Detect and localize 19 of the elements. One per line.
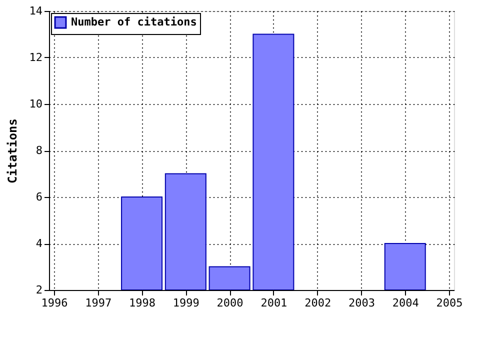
x-tick-label: 2000 bbox=[216, 296, 244, 310]
y-tick-label: 8 bbox=[36, 144, 42, 157]
y-tick-label: 14 bbox=[29, 4, 43, 18]
y-tick-label: 12 bbox=[29, 51, 42, 64]
x-tick-label: 1999 bbox=[172, 296, 200, 310]
y-tick-label: 4 bbox=[36, 237, 43, 250]
x-tick-label: 1996 bbox=[41, 296, 68, 310]
y-tick-label: 6 bbox=[36, 190, 42, 204]
x-tick-label: 2001 bbox=[260, 296, 288, 310]
x-tick-label: 2004 bbox=[392, 296, 420, 310]
x-tick-label: 1997 bbox=[85, 296, 112, 310]
y-axis-title: Citations bbox=[5, 118, 20, 184]
y-tick-label: 2 bbox=[36, 284, 42, 296]
x-tick-label: 2003 bbox=[348, 296, 375, 310]
y-tick-label: 10 bbox=[29, 98, 42, 110]
x-tick-label: 2002 bbox=[304, 296, 332, 310]
x-tick-label: 2005 bbox=[436, 296, 463, 310]
legend-label: Number of citations bbox=[71, 16, 197, 28]
x-tick-label: 1998 bbox=[129, 296, 156, 310]
